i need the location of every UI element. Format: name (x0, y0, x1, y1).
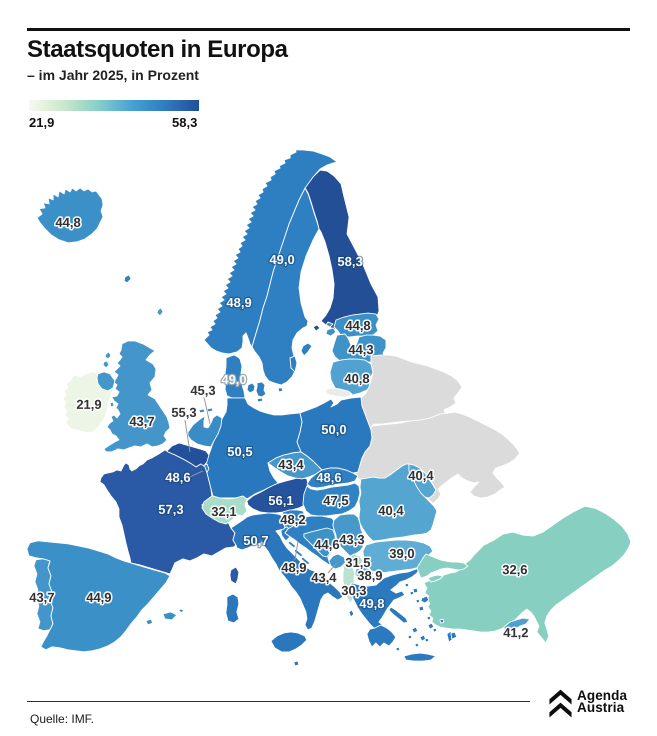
svg-text:48,2: 48,2 (280, 512, 305, 527)
svg-text:40,4: 40,4 (408, 468, 434, 483)
svg-text:44,8: 44,8 (55, 215, 80, 230)
svg-text:49,0: 49,0 (269, 252, 294, 267)
svg-text:32,1: 32,1 (211, 504, 236, 519)
svg-text:50,5: 50,5 (227, 444, 252, 459)
svg-text:30,3: 30,3 (341, 583, 366, 598)
svg-text:49,0: 49,0 (221, 372, 246, 387)
svg-text:43,3: 43,3 (339, 532, 364, 547)
svg-text:41,2: 41,2 (503, 625, 528, 640)
svg-text:31,5: 31,5 (345, 555, 370, 570)
svg-text:32,6: 32,6 (502, 562, 527, 577)
svg-text:44,3: 44,3 (348, 342, 373, 357)
svg-text:47,5: 47,5 (323, 493, 348, 508)
svg-text:56,1: 56,1 (268, 493, 293, 508)
svg-text:40,4: 40,4 (378, 503, 404, 518)
svg-text:50,0: 50,0 (321, 422, 346, 437)
svg-text:55,3: 55,3 (171, 405, 196, 420)
svg-text:44,9: 44,9 (86, 590, 111, 605)
svg-text:48,6: 48,6 (316, 470, 341, 485)
svg-text:44,8: 44,8 (345, 318, 370, 333)
svg-text:58,3: 58,3 (337, 254, 362, 269)
svg-text:38,9: 38,9 (357, 568, 382, 583)
svg-text:45,3: 45,3 (190, 383, 215, 398)
svg-text:49,8: 49,8 (359, 596, 384, 611)
svg-text:43,4: 43,4 (278, 457, 304, 472)
svg-text:39,0: 39,0 (389, 546, 414, 561)
svg-text:21,9: 21,9 (76, 397, 101, 412)
svg-text:57,3: 57,3 (158, 502, 183, 517)
svg-text:44,6: 44,6 (314, 537, 339, 552)
svg-text:40,8: 40,8 (344, 371, 369, 386)
svg-text:48,9: 48,9 (281, 560, 306, 575)
svg-text:43,7: 43,7 (129, 414, 154, 429)
svg-text:50,7: 50,7 (243, 533, 268, 548)
svg-text:43,4: 43,4 (311, 570, 337, 585)
svg-text:43,7: 43,7 (29, 590, 54, 605)
svg-text:48,9: 48,9 (226, 295, 251, 310)
svg-text:48,6: 48,6 (165, 470, 190, 485)
